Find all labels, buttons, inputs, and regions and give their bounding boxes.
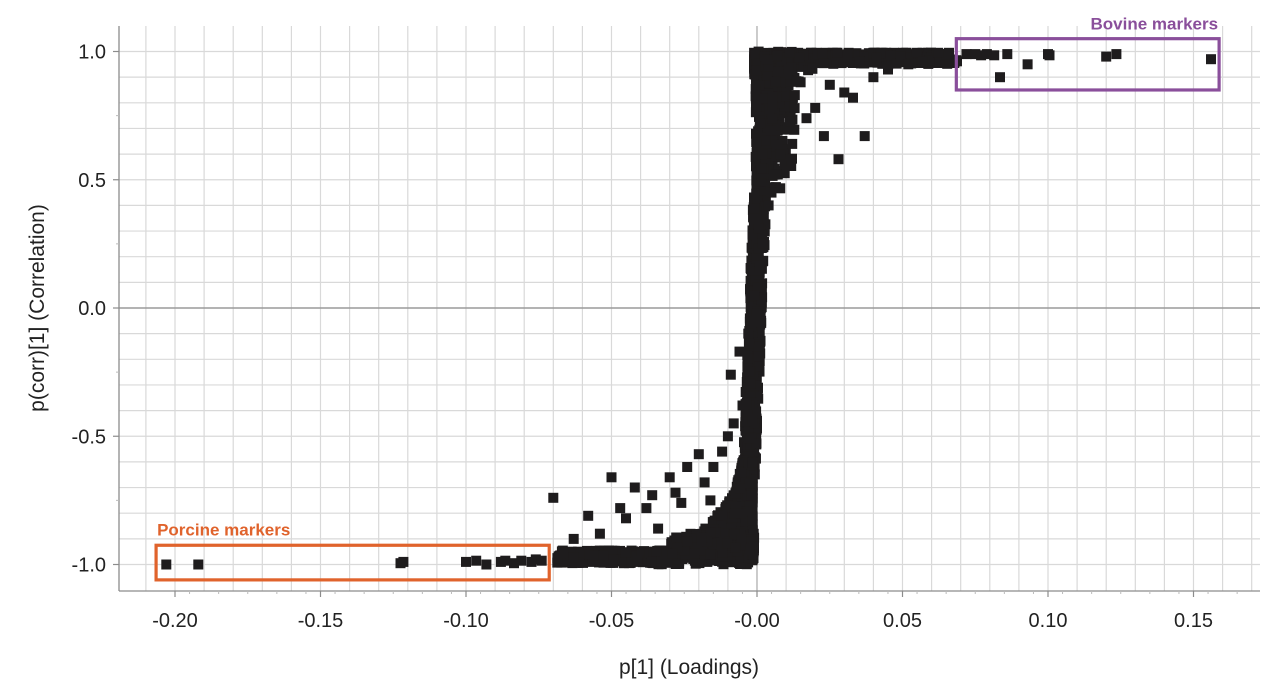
bovine-markers-label: Bovine markers xyxy=(1091,15,1219,34)
y-tick-label: 0.0 xyxy=(78,298,106,320)
x-tick-label: 0.05 xyxy=(883,610,922,632)
y-axis-title: p(corr)[1] (Correlation) xyxy=(26,204,49,412)
grid-lines xyxy=(119,26,1260,591)
x-tick-label: 0.15 xyxy=(1174,610,1213,632)
x-tick-label: -0.00 xyxy=(734,610,780,632)
annotations: Porcine markers Bovine markers xyxy=(154,15,1221,582)
x-tick-labels: -0.20 -0.15 -0.10 -0.05 -0.00 0.05 0.10 0.15 xyxy=(152,610,1213,632)
data-points xyxy=(161,46,1216,570)
x-tick-label: -0.05 xyxy=(589,610,635,632)
axes xyxy=(113,26,1260,597)
y-tick-label: -1.0 xyxy=(72,555,106,577)
y-tick-label: 0.5 xyxy=(78,170,106,192)
x-axis-title: p[1] (Loadings) xyxy=(619,656,759,679)
x-tick-label: -0.10 xyxy=(443,610,489,632)
porcine-markers-label: Porcine markers xyxy=(157,520,290,539)
x-tick-label: 0.10 xyxy=(1029,610,1068,632)
x-tick-label: -0.15 xyxy=(298,610,344,632)
y-tick-label: -0.5 xyxy=(72,426,106,448)
y-tick-labels: 1.0 0.5 0.0 -0.5 -1.0 xyxy=(72,42,106,577)
y-tick-label: 1.0 xyxy=(78,42,106,64)
bovine-markers-box xyxy=(954,37,1221,92)
porcine-markers-box xyxy=(154,543,551,582)
x-tick-label: -0.20 xyxy=(152,610,198,632)
